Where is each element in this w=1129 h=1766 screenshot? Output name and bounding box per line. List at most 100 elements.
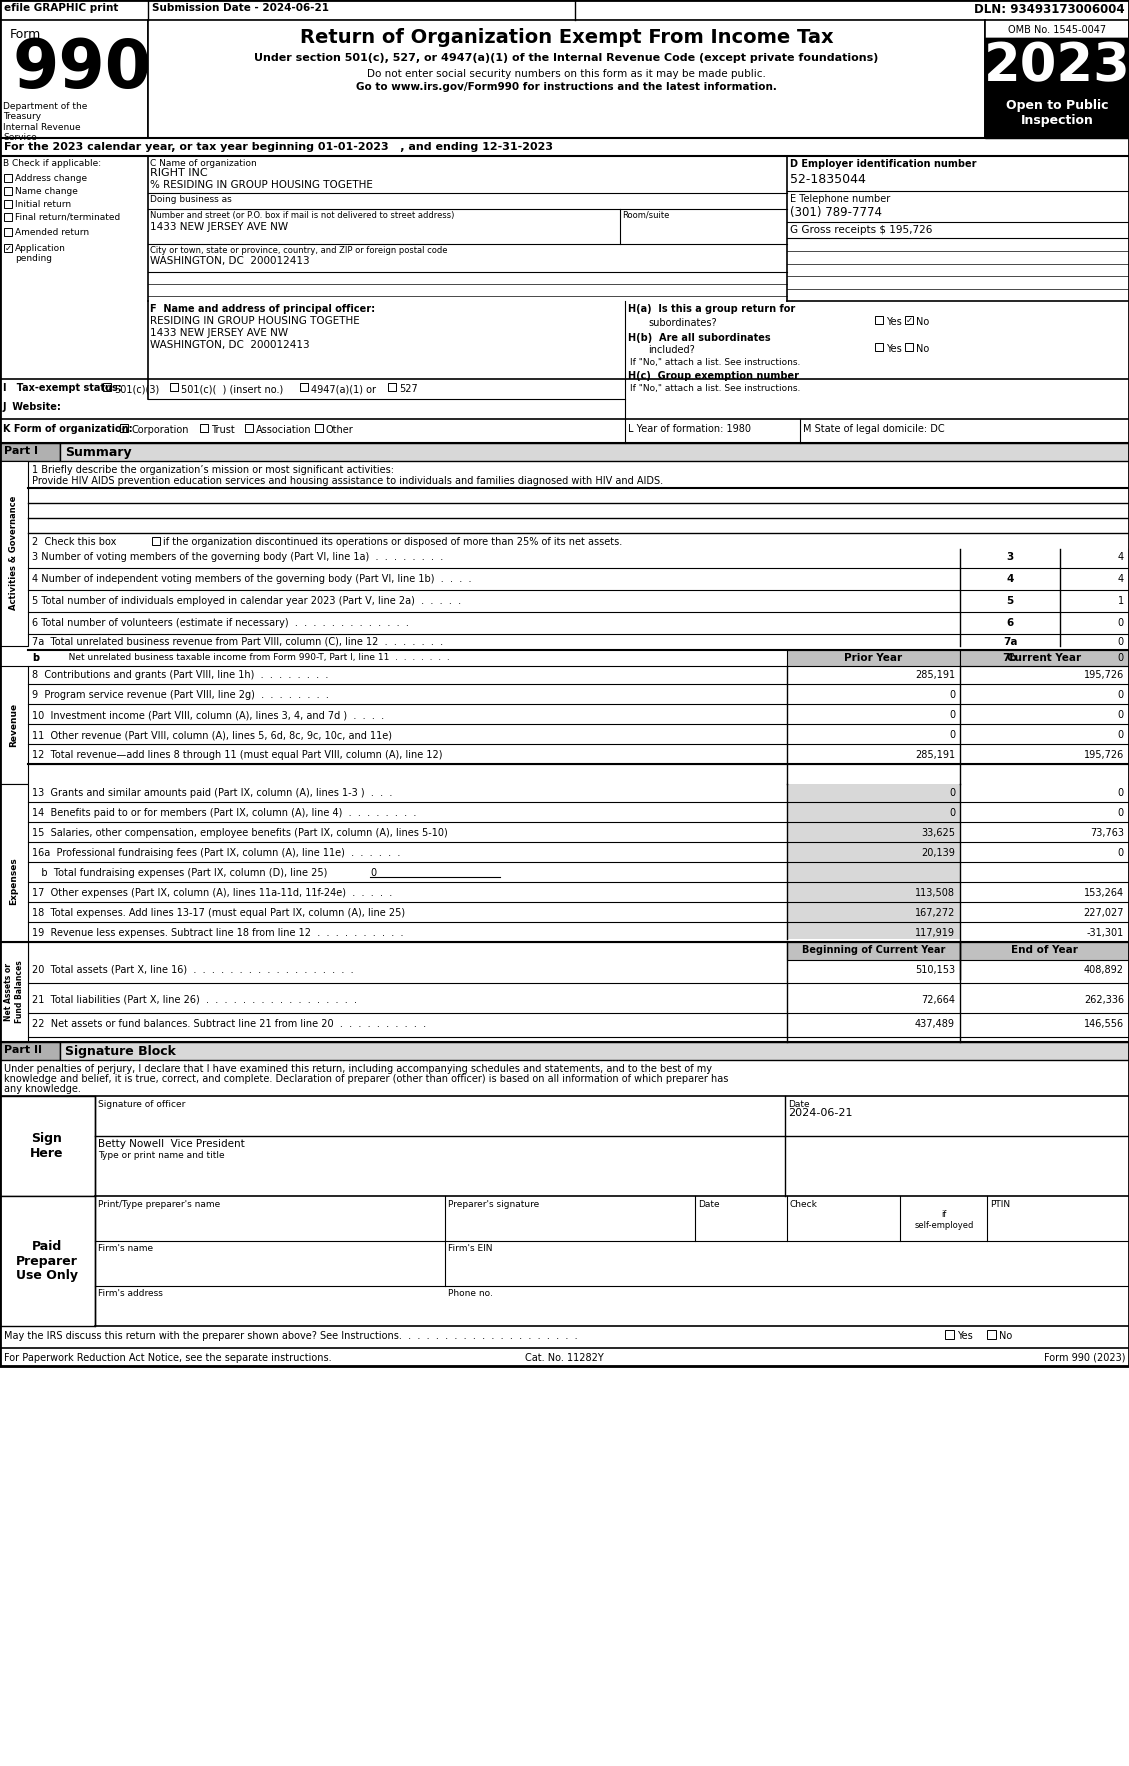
Bar — [120, 424, 128, 433]
Text: 2023: 2023 — [983, 41, 1129, 92]
Text: 14  Benefits paid to or for members (Part IX, column (A), line 4)  .  .  .  .  .: 14 Benefits paid to or for members (Part… — [32, 809, 417, 818]
Bar — [0, 0, 1129, 1365]
Text: 0: 0 — [948, 710, 955, 721]
Text: ✓: ✓ — [905, 316, 912, 325]
Bar — [5, 200, 12, 208]
Text: Amended return: Amended return — [15, 228, 89, 237]
Text: No: No — [999, 1332, 1013, 1340]
Bar — [945, 1330, 954, 1339]
Text: 6: 6 — [1006, 618, 1014, 629]
Text: Corporation: Corporation — [131, 426, 189, 434]
Bar — [60, 443, 1129, 461]
Text: G Gross receipts $ 195,726: G Gross receipts $ 195,726 — [790, 224, 933, 235]
Text: May the IRS discuss this return with the preparer shown above? See Instructions.: May the IRS discuss this return with the… — [5, 1332, 578, 1340]
Text: 72,664: 72,664 — [921, 994, 955, 1005]
Text: 501(c)(  ) (insert no.): 501(c)( ) (insert no.) — [181, 383, 283, 394]
Text: No: No — [916, 318, 929, 327]
Text: 0: 0 — [1118, 729, 1124, 740]
Text: Part II: Part II — [5, 1045, 42, 1054]
Text: if
self-employed: if self-employed — [914, 1210, 973, 1229]
Text: b: b — [32, 653, 40, 662]
Text: ✓: ✓ — [104, 383, 111, 392]
Text: 195,726: 195,726 — [1084, 751, 1124, 759]
Text: Signature Block: Signature Block — [65, 1045, 176, 1058]
Text: If "No," attach a list. See instructions.: If "No," attach a list. See instructions… — [630, 358, 800, 367]
Bar — [960, 650, 1129, 666]
Text: Net Assets or
Fund Balances: Net Assets or Fund Balances — [5, 961, 24, 1023]
Bar — [0, 1196, 95, 1326]
Text: End of Year: End of Year — [1012, 945, 1078, 955]
Bar — [984, 95, 1129, 138]
Text: 408,892: 408,892 — [1084, 964, 1124, 975]
Text: 146,556: 146,556 — [1084, 1019, 1124, 1030]
Bar — [5, 244, 12, 253]
Text: 1433 NEW JERSEY AVE NW: 1433 NEW JERSEY AVE NW — [150, 328, 288, 337]
Text: Summary: Summary — [65, 447, 132, 459]
Text: 0: 0 — [1118, 691, 1124, 699]
Text: 0: 0 — [1118, 710, 1124, 721]
Text: 153,264: 153,264 — [1084, 888, 1124, 897]
Text: City or town, state or province, country, and ZIP or foreign postal code: City or town, state or province, country… — [150, 245, 447, 254]
Text: Beginning of Current Year: Beginning of Current Year — [802, 945, 945, 955]
Text: Go to www.irs.gov/Form990 for instructions and the latest information.: Go to www.irs.gov/Form990 for instructio… — [356, 81, 777, 92]
Text: B Check if applicable:: B Check if applicable: — [3, 159, 102, 168]
Text: H(b)  Are all subordinates: H(b) Are all subordinates — [628, 334, 771, 343]
Text: C Name of organization: C Name of organization — [150, 159, 256, 168]
Text: Under penalties of perjury, I declare that I have examined this return, includin: Under penalties of perjury, I declare th… — [5, 1063, 712, 1074]
Text: Yes: Yes — [886, 344, 902, 353]
Text: Return of Organization Exempt From Income Tax: Return of Organization Exempt From Incom… — [299, 28, 833, 48]
Text: Name change: Name change — [15, 187, 78, 196]
Text: Submission Date - 2024-06-21: Submission Date - 2024-06-21 — [152, 4, 329, 12]
Bar — [905, 316, 913, 323]
Text: (301) 789-7774: (301) 789-7774 — [790, 207, 882, 219]
Text: Department of the
Treasury
Internal Revenue
Service: Department of the Treasury Internal Reve… — [3, 102, 87, 143]
Text: 5: 5 — [1006, 595, 1014, 606]
Bar — [905, 343, 913, 351]
Bar — [0, 443, 60, 461]
Bar — [5, 214, 12, 221]
Text: pending: pending — [15, 254, 52, 263]
Text: Print/Type preparer's name: Print/Type preparer's name — [98, 1201, 220, 1210]
Text: J  Website:: J Website: — [3, 403, 62, 411]
Text: 2024-06-21: 2024-06-21 — [788, 1107, 852, 1118]
Bar — [787, 784, 960, 940]
Bar — [0, 666, 28, 784]
Text: b: b — [32, 653, 38, 662]
Text: Cat. No. 11282Y: Cat. No. 11282Y — [525, 1353, 603, 1363]
Text: b  Total fundraising expenses (Part IX, column (D), line 25): b Total fundraising expenses (Part IX, c… — [32, 869, 327, 878]
Text: 10  Investment income (Part VIII, column (A), lines 3, 4, and 7d )  .  .  .  .: 10 Investment income (Part VIII, column … — [32, 710, 384, 721]
Text: For the 2023 calendar year, or tax year beginning 01-01-2023   , and ending 12-3: For the 2023 calendar year, or tax year … — [5, 141, 553, 152]
Text: Initial return: Initial return — [15, 200, 71, 208]
Text: 113,508: 113,508 — [914, 888, 955, 897]
Text: 4: 4 — [1006, 574, 1014, 585]
Text: 7a  Total unrelated business revenue from Part VIII, column (C), line 12  .  .  : 7a Total unrelated business revenue from… — [32, 638, 443, 646]
Bar — [5, 187, 12, 194]
Text: 19  Revenue less expenses. Subtract line 18 from line 12  .  .  .  .  .  .  .  .: 19 Revenue less expenses. Subtract line … — [32, 927, 403, 938]
Text: 1: 1 — [1118, 595, 1124, 606]
Text: E Telephone number: E Telephone number — [790, 194, 891, 205]
Text: Phone no.: Phone no. — [448, 1289, 493, 1298]
Text: 0: 0 — [1118, 653, 1124, 662]
Text: Do not enter social security numbers on this form as it may be made public.: Do not enter social security numbers on … — [367, 69, 765, 79]
Text: 195,726: 195,726 — [1084, 669, 1124, 680]
Text: -31,301: -31,301 — [1087, 927, 1124, 938]
Bar — [245, 424, 253, 433]
Text: Yes: Yes — [957, 1332, 973, 1340]
Text: K Form of organization:: K Form of organization: — [3, 424, 132, 434]
Text: 15  Salaries, other compensation, employee benefits (Part IX, column (A), lines : 15 Salaries, other compensation, employe… — [32, 828, 448, 839]
Text: Open to Public
Inspection: Open to Public Inspection — [1006, 99, 1109, 127]
Text: 16a  Professional fundraising fees (Part IX, column (A), line 11e)  .  .  .  .  : 16a Professional fundraising fees (Part … — [32, 848, 401, 858]
Bar — [984, 19, 1129, 138]
Text: 52-1835044: 52-1835044 — [790, 173, 866, 185]
Text: Form 990 (2023): Form 990 (2023) — [1043, 1353, 1124, 1363]
Text: Type or print name and title: Type or print name and title — [98, 1151, 225, 1160]
Text: L Year of formation: 1980: L Year of formation: 1980 — [628, 424, 751, 434]
Text: 285,191: 285,191 — [914, 669, 955, 680]
Text: For Paperwork Reduction Act Notice, see the separate instructions.: For Paperwork Reduction Act Notice, see … — [5, 1353, 332, 1363]
Text: ✓: ✓ — [121, 424, 128, 433]
Text: 7a: 7a — [1003, 638, 1017, 646]
Bar — [200, 424, 208, 433]
Text: Address change: Address change — [15, 175, 87, 184]
Text: Application: Application — [15, 244, 65, 253]
Text: 117,919: 117,919 — [914, 927, 955, 938]
